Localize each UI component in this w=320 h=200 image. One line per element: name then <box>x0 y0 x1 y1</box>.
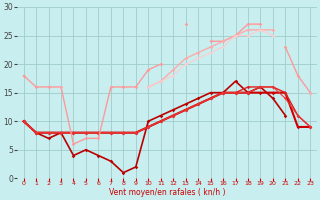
X-axis label: Vent moyen/en rafales ( kn/h ): Vent moyen/en rafales ( kn/h ) <box>109 188 225 197</box>
